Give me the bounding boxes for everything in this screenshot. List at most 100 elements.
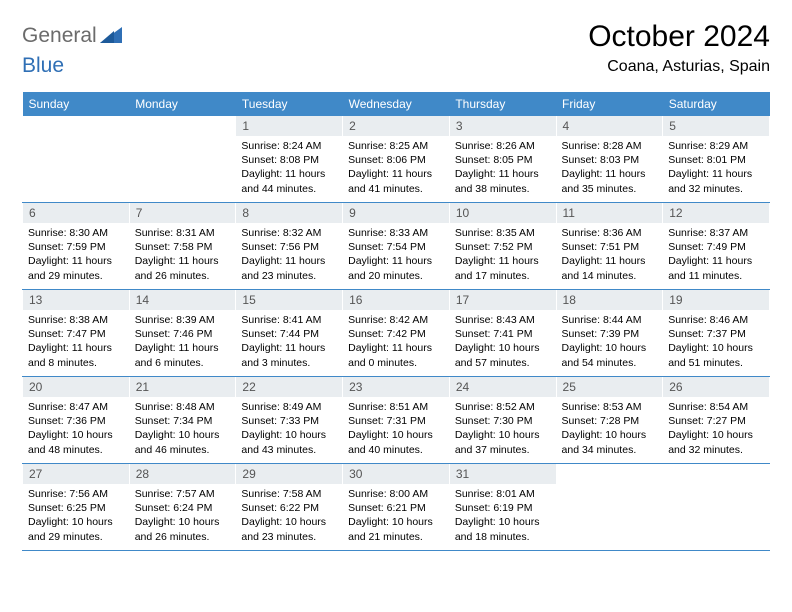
weekday-header: Sunday <box>23 92 130 116</box>
day-details: Sunrise: 8:26 AMSunset: 8:05 PMDaylight:… <box>450 136 556 201</box>
daylight-text: Daylight: 10 hours and 21 minutes. <box>348 515 444 543</box>
day-number: 24 <box>450 377 556 397</box>
day-details: Sunrise: 8:28 AMSunset: 8:03 PMDaylight:… <box>557 136 663 201</box>
day-number: 18 <box>557 290 663 310</box>
sunset-text: Sunset: 7:58 PM <box>135 240 231 254</box>
day-number: 20 <box>23 377 129 397</box>
day-number: 15 <box>236 290 342 310</box>
daylight-text: Daylight: 10 hours and 26 minutes. <box>135 515 231 543</box>
daylight-text: Daylight: 11 hours and 17 minutes. <box>455 254 551 282</box>
calendar-day-cell: 26Sunrise: 8:54 AMSunset: 7:27 PMDayligh… <box>663 377 770 464</box>
daylight-text: Daylight: 10 hours and 43 minutes. <box>241 428 337 456</box>
sunset-text: Sunset: 7:54 PM <box>348 240 444 254</box>
calendar-day-cell: 29Sunrise: 7:58 AMSunset: 6:22 PMDayligh… <box>236 464 343 551</box>
calendar-day-cell: 14Sunrise: 8:39 AMSunset: 7:46 PMDayligh… <box>129 290 236 377</box>
calendar-page: General October 2024 Coana, Asturias, Sp… <box>0 0 792 571</box>
day-number: 8 <box>236 203 342 223</box>
day-number: 9 <box>343 203 449 223</box>
sunrise-text: Sunrise: 8:32 AM <box>241 226 337 240</box>
sunset-text: Sunset: 7:59 PM <box>28 240 124 254</box>
calendar-week-row: 13Sunrise: 8:38 AMSunset: 7:47 PMDayligh… <box>23 290 770 377</box>
calendar-week-row: 6Sunrise: 8:30 AMSunset: 7:59 PMDaylight… <box>23 203 770 290</box>
day-details: Sunrise: 8:32 AMSunset: 7:56 PMDaylight:… <box>236 223 342 288</box>
weekday-header: Thursday <box>449 92 556 116</box>
sunrise-text: Sunrise: 8:38 AM <box>28 313 124 327</box>
day-details: Sunrise: 8:42 AMSunset: 7:42 PMDaylight:… <box>343 310 449 375</box>
daylight-text: Daylight: 11 hours and 44 minutes. <box>241 167 337 195</box>
sunset-text: Sunset: 7:39 PM <box>562 327 658 341</box>
weekday-header: Wednesday <box>343 92 450 116</box>
sunrise-text: Sunrise: 8:44 AM <box>562 313 658 327</box>
calendar-day-cell: 15Sunrise: 8:41 AMSunset: 7:44 PMDayligh… <box>236 290 343 377</box>
day-details: Sunrise: 8:29 AMSunset: 8:01 PMDaylight:… <box>663 136 769 201</box>
calendar-day-cell: 7Sunrise: 8:31 AMSunset: 7:58 PMDaylight… <box>129 203 236 290</box>
calendar-day-cell: 30Sunrise: 8:00 AMSunset: 6:21 PMDayligh… <box>343 464 450 551</box>
day-number: 14 <box>130 290 236 310</box>
sunrise-text: Sunrise: 8:37 AM <box>668 226 764 240</box>
calendar-day-cell <box>23 116 130 203</box>
sunset-text: Sunset: 8:01 PM <box>668 153 764 167</box>
sunrise-text: Sunrise: 8:41 AM <box>241 313 337 327</box>
daylight-text: Daylight: 11 hours and 41 minutes. <box>348 167 444 195</box>
daylight-text: Daylight: 11 hours and 3 minutes. <box>241 341 337 369</box>
day-number: 16 <box>343 290 449 310</box>
sunrise-text: Sunrise: 7:57 AM <box>135 487 231 501</box>
calendar-day-cell: 6Sunrise: 8:30 AMSunset: 7:59 PMDaylight… <box>23 203 130 290</box>
day-details: Sunrise: 8:47 AMSunset: 7:36 PMDaylight:… <box>23 397 129 462</box>
calendar-day-cell: 1Sunrise: 8:24 AMSunset: 8:08 PMDaylight… <box>236 116 343 203</box>
daylight-text: Daylight: 10 hours and 40 minutes. <box>348 428 444 456</box>
sunrise-text: Sunrise: 8:01 AM <box>455 487 551 501</box>
logo: General <box>22 24 122 48</box>
daylight-text: Daylight: 10 hours and 32 minutes. <box>668 428 764 456</box>
calendar-day-cell: 24Sunrise: 8:52 AMSunset: 7:30 PMDayligh… <box>449 377 556 464</box>
sunset-text: Sunset: 7:37 PM <box>668 327 764 341</box>
daylight-text: Daylight: 11 hours and 32 minutes. <box>668 167 764 195</box>
sunrise-text: Sunrise: 8:24 AM <box>241 139 337 153</box>
day-details: Sunrise: 8:52 AMSunset: 7:30 PMDaylight:… <box>450 397 556 462</box>
day-number: 2 <box>343 116 449 136</box>
sunset-text: Sunset: 6:22 PM <box>241 501 337 515</box>
location-text: Coana, Asturias, Spain <box>588 58 770 76</box>
sunset-text: Sunset: 7:41 PM <box>455 327 551 341</box>
day-number: 6 <box>23 203 129 223</box>
daylight-text: Daylight: 10 hours and 54 minutes. <box>562 341 658 369</box>
day-number: 7 <box>130 203 236 223</box>
title-block: October 2024 Coana, Asturias, Spain <box>588 20 770 76</box>
daylight-text: Daylight: 10 hours and 57 minutes. <box>455 341 551 369</box>
sunset-text: Sunset: 7:42 PM <box>348 327 444 341</box>
daylight-text: Daylight: 10 hours and 46 minutes. <box>135 428 231 456</box>
day-details: Sunrise: 8:39 AMSunset: 7:46 PMDaylight:… <box>130 310 236 375</box>
sunrise-text: Sunrise: 8:48 AM <box>135 400 231 414</box>
day-details: Sunrise: 8:33 AMSunset: 7:54 PMDaylight:… <box>343 223 449 288</box>
calendar-day-cell: 13Sunrise: 8:38 AMSunset: 7:47 PMDayligh… <box>23 290 130 377</box>
sunset-text: Sunset: 7:46 PM <box>135 327 231 341</box>
sunrise-text: Sunrise: 8:51 AM <box>348 400 444 414</box>
daylight-text: Daylight: 11 hours and 11 minutes. <box>668 254 764 282</box>
day-number: 11 <box>557 203 663 223</box>
day-details: Sunrise: 8:01 AMSunset: 6:19 PMDaylight:… <box>450 484 556 549</box>
day-details: Sunrise: 7:58 AMSunset: 6:22 PMDaylight:… <box>236 484 342 549</box>
sunrise-text: Sunrise: 8:25 AM <box>348 139 444 153</box>
sunrise-text: Sunrise: 8:29 AM <box>668 139 764 153</box>
logo-text-blue: Blue <box>22 54 64 78</box>
day-details: Sunrise: 8:25 AMSunset: 8:06 PMDaylight:… <box>343 136 449 201</box>
sunrise-text: Sunrise: 8:35 AM <box>455 226 551 240</box>
day-number: 10 <box>450 203 556 223</box>
day-details: Sunrise: 8:44 AMSunset: 7:39 PMDaylight:… <box>557 310 663 375</box>
day-number: 5 <box>663 116 769 136</box>
daylight-text: Daylight: 10 hours and 29 minutes. <box>28 515 124 543</box>
sunset-text: Sunset: 8:08 PM <box>241 153 337 167</box>
daylight-text: Daylight: 10 hours and 51 minutes. <box>668 341 764 369</box>
calendar-day-cell: 2Sunrise: 8:25 AMSunset: 8:06 PMDaylight… <box>343 116 450 203</box>
day-details: Sunrise: 8:35 AMSunset: 7:52 PMDaylight:… <box>450 223 556 288</box>
calendar-day-cell: 4Sunrise: 8:28 AMSunset: 8:03 PMDaylight… <box>556 116 663 203</box>
daylight-text: Daylight: 11 hours and 6 minutes. <box>135 341 231 369</box>
sunrise-text: Sunrise: 8:49 AM <box>241 400 337 414</box>
sunset-text: Sunset: 8:03 PM <box>562 153 658 167</box>
sunrise-text: Sunrise: 8:47 AM <box>28 400 124 414</box>
day-details: Sunrise: 7:57 AMSunset: 6:24 PMDaylight:… <box>130 484 236 549</box>
calendar-day-cell: 19Sunrise: 8:46 AMSunset: 7:37 PMDayligh… <box>663 290 770 377</box>
sunset-text: Sunset: 6:19 PM <box>455 501 551 515</box>
daylight-text: Daylight: 11 hours and 26 minutes. <box>135 254 231 282</box>
daylight-text: Daylight: 10 hours and 34 minutes. <box>562 428 658 456</box>
